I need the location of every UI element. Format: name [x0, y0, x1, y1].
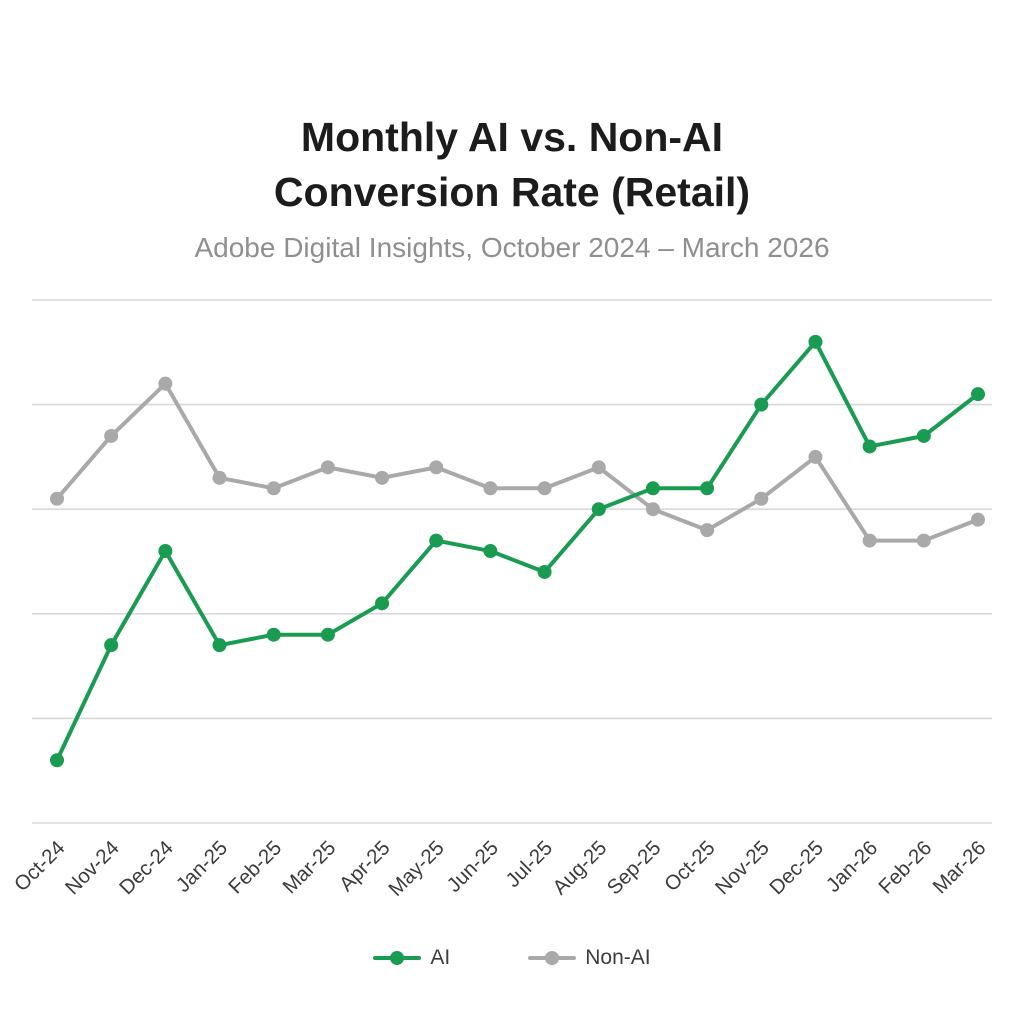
chart-title-line2: Conversion Rate (Retail)	[273, 168, 751, 215]
data-point	[50, 753, 64, 768]
x-axis-label: Feb-25	[224, 836, 286, 898]
data-point	[916, 428, 931, 443]
x-axis-label: Mar-26	[928, 836, 990, 898]
chart-legend: AI Non-AI	[0, 946, 1024, 970]
data-point	[700, 523, 715, 538]
x-axis-label: Oct-24	[10, 836, 70, 896]
x-axis-label: Jan-25	[171, 836, 232, 897]
series-line-ai	[55, 339, 980, 763]
x-axis-label: Nov-25	[711, 836, 774, 899]
data-point	[429, 460, 444, 475]
x-axis-label: Mar-25	[278, 836, 340, 898]
data-point	[104, 638, 119, 653]
data-point	[50, 491, 64, 506]
data-point	[104, 428, 119, 443]
data-point	[862, 533, 877, 548]
data-point	[158, 376, 173, 391]
x-axis-label: Jun-25	[442, 836, 503, 897]
x-axis-label: May-25	[384, 836, 449, 901]
line-chart: Oct-24Nov-24Dec-24Jan-25Feb-25Mar-25Apr-…	[10, 299, 992, 901]
x-axis-label: Sep-25	[602, 836, 665, 899]
data-point	[862, 439, 877, 454]
data-point	[320, 627, 335, 642]
gridlines	[32, 299, 992, 824]
chart-subtitle: Adobe Digital Insights, October 2024 – M…	[194, 232, 830, 263]
data-point	[537, 481, 552, 496]
data-point	[375, 596, 390, 611]
data-point	[754, 397, 769, 412]
data-point	[320, 460, 335, 475]
data-point	[158, 544, 173, 559]
x-axis-label: Feb-26	[874, 836, 936, 898]
data-point	[483, 481, 498, 496]
series-line-non-ai	[55, 381, 980, 543]
x-axis-label: Aug-25	[548, 836, 611, 899]
data-point	[375, 470, 390, 485]
data-point	[971, 387, 985, 402]
chart-title: Monthly AI vs. Non-AI Conversion Rate (R…	[0, 110, 1024, 219]
chart-title-line1: Monthly AI vs. Non-AI	[300, 114, 724, 160]
data-point	[916, 533, 931, 548]
data-point	[266, 481, 281, 496]
series-non-ai	[50, 376, 985, 548]
data-point	[212, 638, 227, 653]
data-point	[808, 449, 823, 464]
data-point	[591, 460, 606, 475]
data-point	[754, 491, 769, 506]
data-point	[212, 470, 227, 485]
legend-label-non-ai: Non-AI	[585, 946, 651, 969]
legend-item-non-ai: Non-AI	[528, 946, 651, 970]
data-point	[429, 533, 444, 548]
legend-item-ai: AI	[373, 946, 450, 970]
x-axis-label: Oct-25	[660, 836, 720, 896]
x-axis-label: Dec-25	[765, 836, 828, 899]
data-point	[645, 481, 660, 496]
x-axis-label: Jan-26	[822, 836, 883, 897]
x-axis-label: Dec-24	[115, 836, 178, 899]
non-ai-series-swatch-icon	[528, 951, 577, 966]
data-point	[700, 481, 715, 496]
data-point	[645, 502, 660, 517]
data-point	[483, 544, 498, 559]
legend-label-ai: AI	[430, 946, 451, 969]
x-axis-label: Nov-24	[61, 836, 124, 899]
ai-series-swatch-icon	[373, 951, 422, 966]
data-point	[971, 512, 985, 527]
series-ai	[50, 334, 985, 768]
data-point	[537, 564, 552, 579]
data-point	[266, 627, 281, 642]
x-axis-labels: Oct-24Nov-24Dec-24Jan-25Feb-25Mar-25Apr-…	[10, 836, 991, 901]
data-point	[808, 334, 823, 349]
data-point	[591, 502, 606, 517]
